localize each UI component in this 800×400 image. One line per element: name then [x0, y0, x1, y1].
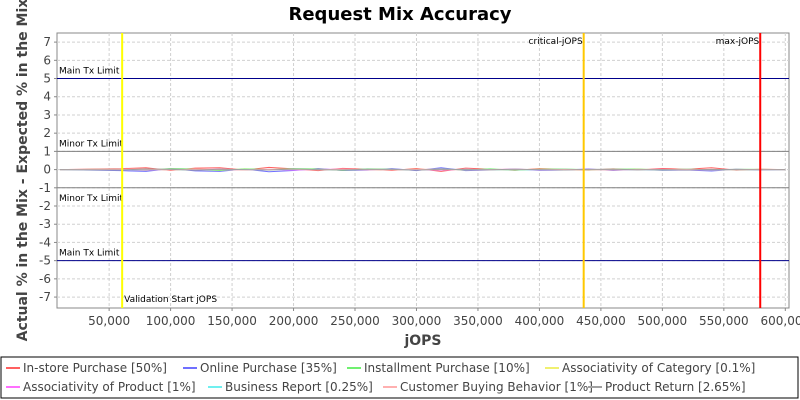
v-marker-label: max-jOPS [716, 37, 760, 47]
legend-label: Product Return [2.65%] [605, 380, 746, 394]
legend-label: Associativity of Product [1%] [23, 380, 196, 394]
v-marker-label: Validation Start jOPS [124, 295, 217, 305]
y-tick-label: -2 [39, 199, 51, 213]
chart-title: Request Mix Accuracy [288, 4, 511, 25]
x-ticks: 50,000 100,000 150,000 200,000 250,000 300,00… [88, 308, 800, 328]
v-marker-label: critical-jOPS [529, 37, 583, 47]
y-tick-label: -6 [39, 272, 51, 286]
y-tick-label: -1 [39, 181, 51, 195]
x-tick-label: 100,000 [146, 314, 196, 328]
vertical-markers: Validation Start jOPS critical-jOPS max-jO… [121, 33, 762, 308]
legend-label: Installment Purchase [10%] [364, 361, 530, 375]
y-tick-label: 1 [43, 144, 51, 158]
legend-label: Associativity of Category [0.1%] [562, 361, 755, 375]
y-tick-label: 7 [43, 35, 51, 49]
y-tick-label: -7 [39, 290, 51, 304]
x-tick-label: 350,000 [453, 314, 503, 328]
legend-label: Customer Buying Behavior [1%] [400, 380, 593, 394]
x-tick-label: 300,000 [392, 314, 442, 328]
legend-label: Business Report [0.25%] [225, 380, 373, 394]
x-tick-label: 450,000 [576, 314, 626, 328]
y-tick-label: -3 [39, 217, 51, 231]
y-tick-label: 2 [43, 126, 51, 140]
h-marker-label: Main Tx Limit [59, 67, 120, 77]
x-tick-label: 550,000 [699, 314, 749, 328]
h-marker-label: Main Tx Limit [59, 249, 120, 259]
y-ticks: 7 6 5 4 3 2 1 0 -1 -2 -3 -4 -5 -6 -7 [39, 35, 57, 304]
x-tick-label: 50,000 [88, 314, 130, 328]
x-tick-label: 600,000 [760, 314, 800, 328]
y-tick-label: 4 [43, 90, 51, 104]
legend-items: In-store Purchase [50%] Online Purchase [… [6, 361, 755, 394]
y-tick-label: 0 [43, 163, 51, 177]
h-marker-label: Minor Tx Limit [59, 194, 124, 204]
legend-label: In-store Purchase [50%] [23, 361, 167, 375]
y-tick-label: 6 [43, 53, 51, 67]
y-tick-label: -5 [39, 254, 51, 268]
y-axis-label: Actual % in the Mix - Expected % in the … [15, 0, 31, 341]
series-line-0 [59, 166, 786, 172]
legend [0, 356, 799, 399]
y-tick-label: 3 [43, 108, 51, 122]
markers: Main Tx Limit Minor Tx Limit Minor Tx Limi… [57, 67, 789, 262]
x-tick-label: 200,000 [269, 314, 319, 328]
series-line-7 [59, 168, 786, 171]
x-tick-label: 250,000 [330, 314, 380, 328]
y-tick-label: -4 [39, 235, 51, 249]
x-tick-label: 500,000 [638, 314, 688, 328]
series-lines [59, 166, 786, 173]
legend-label: Online Purchase [35%] [200, 361, 337, 375]
x-axis-label: jOPS [403, 333, 441, 349]
x-tick-label: 400,000 [515, 314, 565, 328]
x-tick-label: 150,000 [207, 314, 257, 328]
h-marker-label: Minor Tx Limit [59, 139, 124, 149]
y-tick-label: 5 [43, 72, 51, 86]
